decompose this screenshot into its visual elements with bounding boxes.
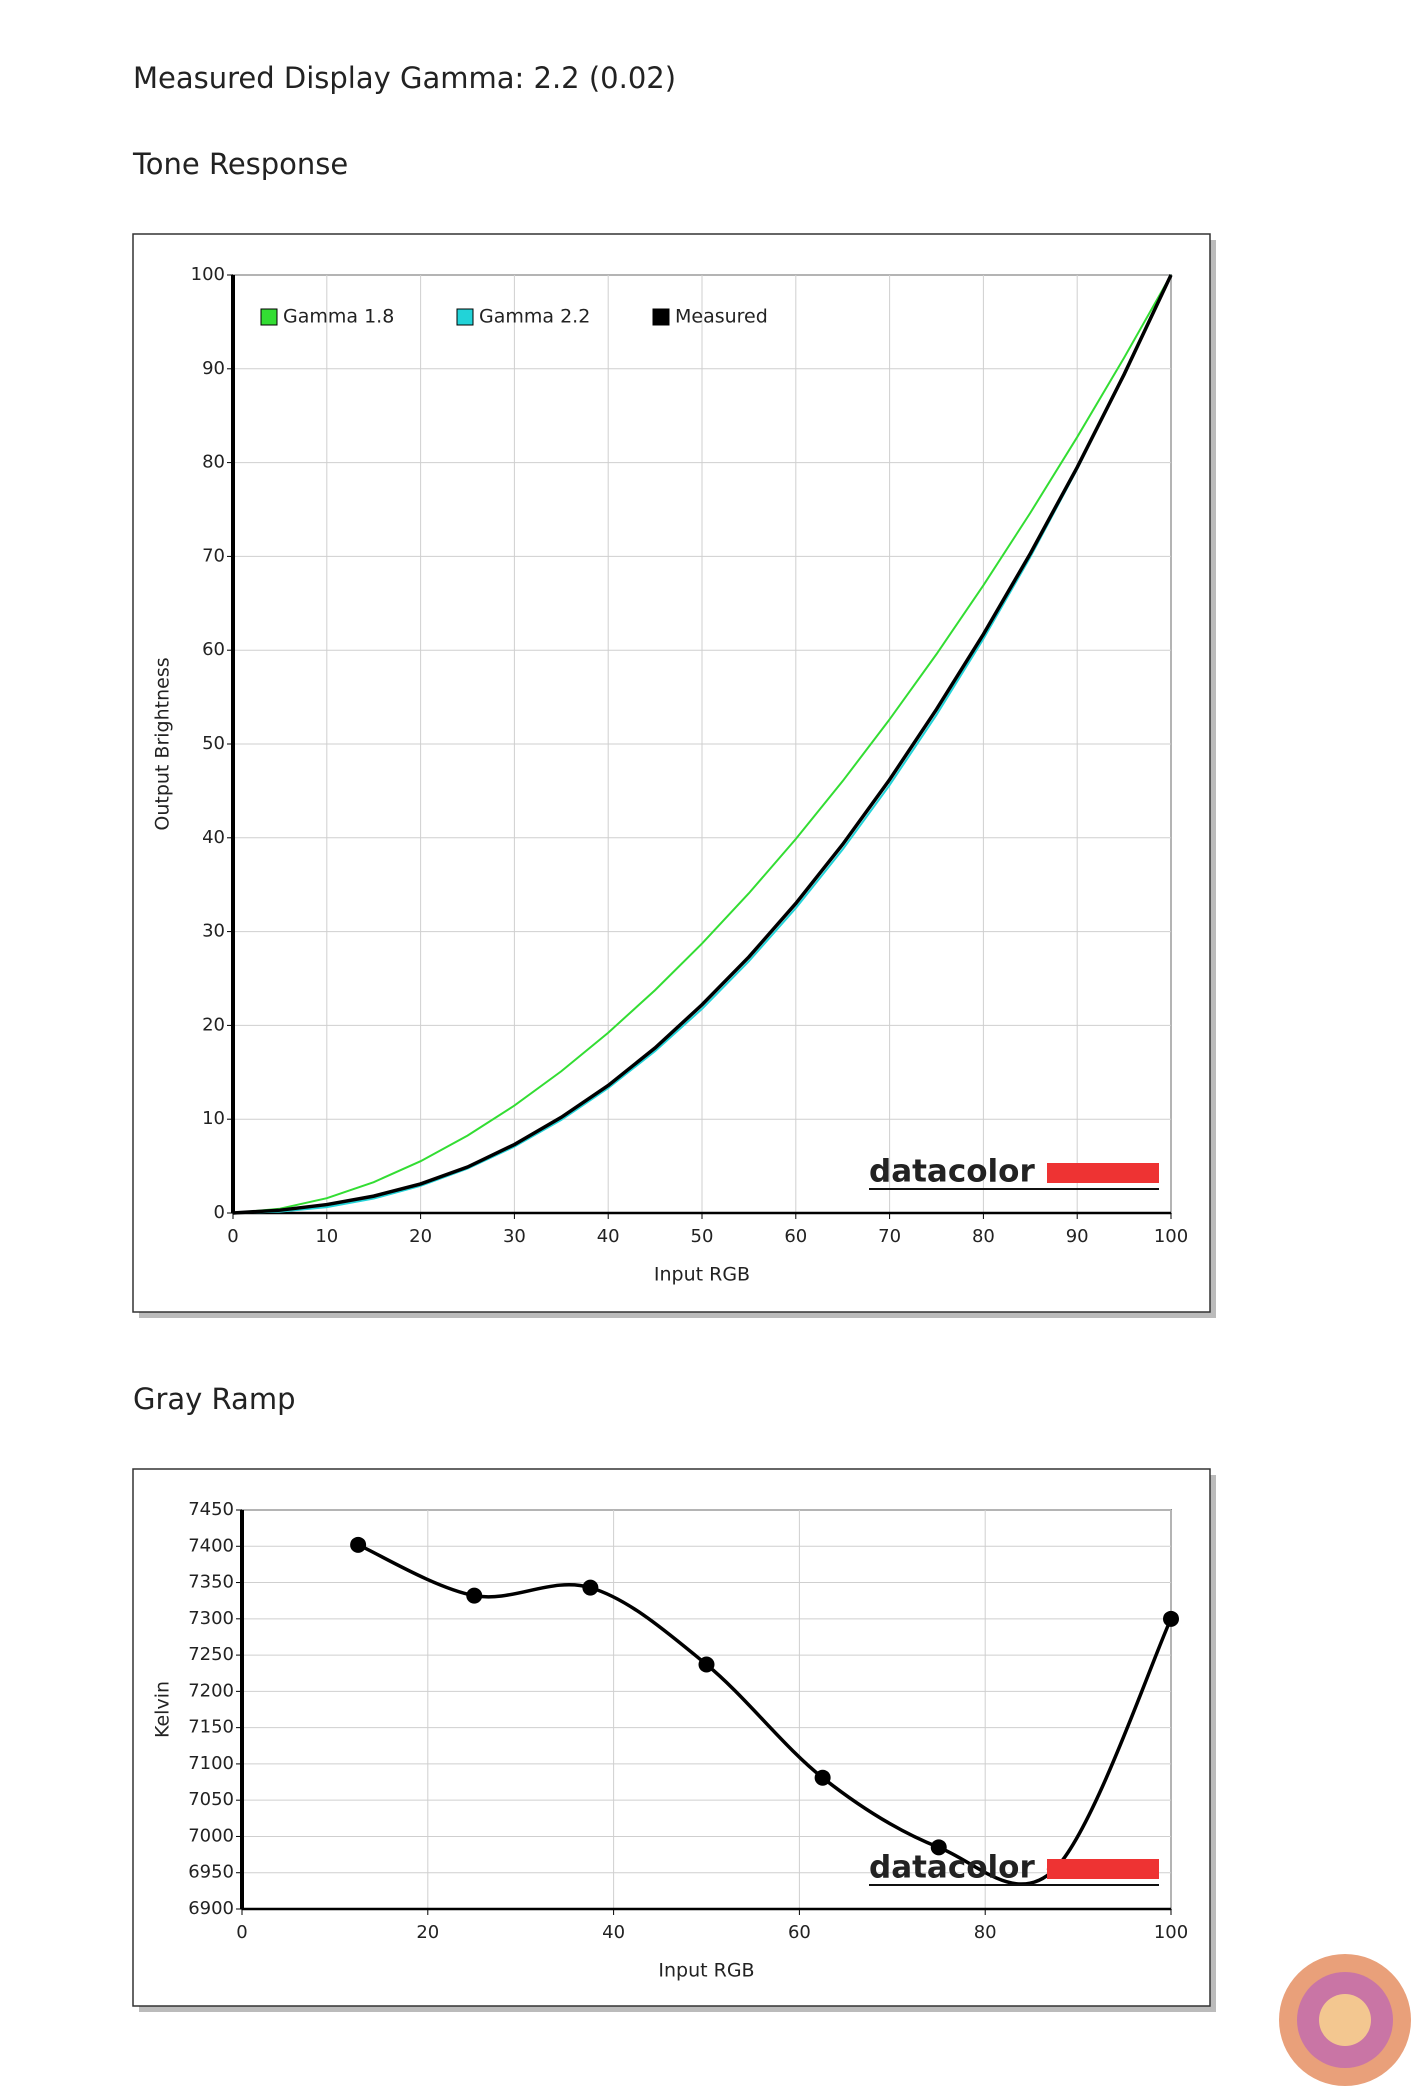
- x-tick-label: 40: [602, 1922, 625, 1943]
- y-tick-label: 7250: [188, 1644, 234, 1665]
- y-tick-label: 7300: [188, 1608, 234, 1629]
- legend-label: Measured: [675, 306, 768, 328]
- data-point: [814, 1769, 831, 1786]
- y-tick-label: 7200: [188, 1680, 234, 1701]
- y-tick-label: 6950: [188, 1862, 234, 1883]
- data-point: [350, 1536, 367, 1553]
- x-tick-label: 0: [227, 1226, 238, 1247]
- section-title: Gray Ramp: [133, 1382, 296, 1416]
- y-axis-title: Output Brightness: [152, 657, 174, 830]
- data-point: [466, 1587, 483, 1604]
- y-tick-label: 7100: [188, 1753, 234, 1774]
- x-tick-label: 70: [878, 1226, 901, 1247]
- x-tick-label: 50: [691, 1226, 714, 1247]
- y-axis-title: Kelvin: [152, 1681, 174, 1738]
- data-line: [232, 274, 1172, 1214]
- y-tick-label: 7150: [188, 1717, 234, 1738]
- data-point: [582, 1579, 599, 1596]
- x-tick-label: 30: [503, 1226, 526, 1247]
- site-logo: [1279, 1954, 1411, 2086]
- x-axis-title: Input RGB: [658, 1960, 754, 1982]
- chart-frame: [132, 1468, 1211, 2007]
- y-tick-label: 80: [202, 452, 225, 473]
- chart-frame: [132, 233, 1211, 1313]
- x-tick-label: 90: [1066, 1226, 1089, 1247]
- x-tick-label: 100: [1154, 1922, 1188, 1943]
- section-title: Tone Response: [132, 147, 348, 181]
- watermark: datacolor: [869, 1850, 1035, 1886]
- x-tick-label: 10: [315, 1226, 338, 1247]
- y-tick-label: 6900: [188, 1898, 234, 1919]
- page-title: Measured Display Gamma: 2.2 (0.02): [133, 61, 676, 95]
- data-line: [232, 274, 1172, 1214]
- y-tick-label: 10: [202, 1108, 225, 1129]
- data-line: [232, 274, 1173, 1215]
- y-tick-label: 7350: [188, 1572, 234, 1593]
- y-tick-label: 7000: [188, 1825, 234, 1846]
- x-tick-label: 0: [236, 1922, 247, 1943]
- data-point: [930, 1839, 947, 1856]
- y-tick-label: 0: [214, 1202, 225, 1223]
- y-tick-label: 90: [202, 358, 225, 379]
- y-tick-label: 40: [202, 827, 225, 848]
- y-tick-label: 100: [191, 264, 225, 285]
- y-tick-label: 7450: [188, 1499, 234, 1520]
- legend-label: Gamma 2.2: [479, 306, 590, 328]
- y-tick-label: 70: [202, 545, 225, 566]
- y-tick-label: 60: [202, 639, 225, 660]
- legend-swatch: [652, 308, 670, 326]
- x-axis-title: Input RGB: [654, 1264, 750, 1286]
- x-tick-label: 40: [597, 1226, 620, 1247]
- x-tick-label: 20: [416, 1922, 439, 1943]
- data-point: [1163, 1610, 1179, 1627]
- legend-label: Gamma 1.8: [283, 306, 394, 328]
- watermark-bar: [1047, 1859, 1159, 1879]
- y-tick-label: 20: [202, 1014, 225, 1035]
- x-tick-label: 80: [972, 1226, 995, 1247]
- y-tick-label: 7050: [188, 1789, 234, 1810]
- x-tick-label: 60: [784, 1226, 807, 1247]
- x-tick-label: 80: [974, 1922, 997, 1943]
- y-tick-label: 30: [202, 921, 225, 942]
- watermark-bar: [1047, 1163, 1159, 1183]
- data-point: [698, 1656, 715, 1673]
- x-tick-label: 100: [1154, 1226, 1188, 1247]
- legend-swatch: [456, 308, 474, 326]
- legend-swatch: [260, 308, 278, 326]
- y-tick-label: 50: [202, 733, 225, 754]
- x-tick-label: 20: [409, 1226, 432, 1247]
- y-tick-label: 7400: [188, 1535, 234, 1556]
- x-tick-label: 60: [788, 1922, 811, 1943]
- watermark: datacolor: [869, 1154, 1035, 1190]
